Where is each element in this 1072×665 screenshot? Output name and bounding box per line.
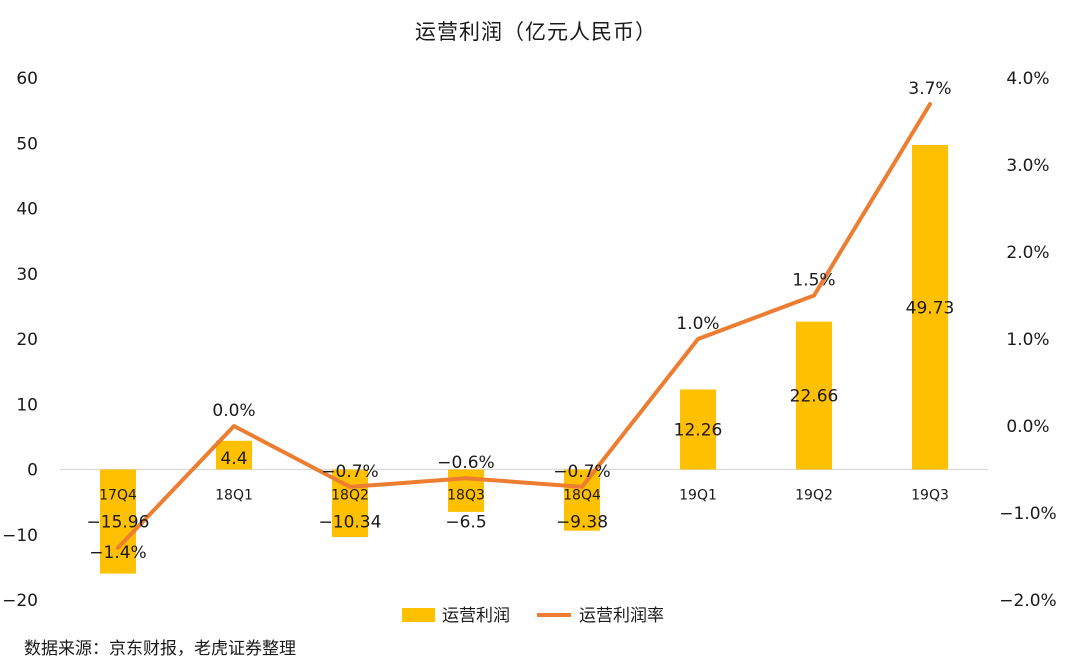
line-value-label: 3.7% [908, 79, 951, 99]
x-axis-labels: 17Q4 18Q1 18Q2 18Q3 18Q4 19Q1 19Q2 19Q3 [99, 488, 949, 504]
x-tick-label: 18Q1 [215, 488, 253, 504]
line-value-label: 1.5% [792, 271, 835, 291]
bar-value-label: −6.5 [445, 513, 486, 533]
bar-19Q1 [680, 389, 716, 470]
data-labels: −15.96 4.4 −10.34 −6.5 −9.38 12.26 22.66 49.73 −… [87, 79, 955, 563]
left-y-axis: 60 50 40 30 20 10 0 −10 −20 [2, 69, 38, 611]
x-tick-label: 17Q4 [99, 488, 137, 504]
x-tick-label: 19Q2 [795, 488, 833, 504]
left-tick-label: 50 [16, 134, 38, 154]
bar-value-label: 12.26 [674, 421, 723, 441]
left-tick-label: −10 [2, 526, 38, 546]
right-tick-label: 0.0% [1006, 417, 1049, 437]
right-tick-label: −1.0% [999, 504, 1056, 524]
legend-bar-swatch [402, 608, 435, 622]
bar-18Q1 [216, 440, 252, 470]
legend-bar-label: 运营利润 [442, 606, 510, 626]
left-tick-label: −20 [2, 591, 38, 611]
left-tick-label: 0 [27, 461, 38, 481]
bar-value-label: −9.38 [556, 513, 608, 533]
x-tick-label: 19Q3 [911, 488, 949, 504]
right-tick-label: 4.0% [1006, 69, 1049, 89]
bar-18Q4 [564, 469, 600, 531]
right-tick-label: 3.0% [1006, 156, 1049, 176]
line-value-label: −0.7% [553, 462, 610, 482]
line-value-label: −0.6% [437, 453, 494, 473]
bar-value-label: −10.34 [319, 513, 382, 533]
x-tick-label: 18Q4 [563, 488, 601, 504]
margin-line [116, 102, 932, 550]
legend-line-label: 运营利润率 [579, 606, 664, 626]
line-value-label: 1.0% [676, 314, 719, 334]
x-tick-label: 19Q1 [679, 488, 717, 504]
chart-title: 运营利润（亿元人民币） [415, 20, 657, 44]
line-value-label: 0.0% [212, 401, 255, 421]
bar-19Q3 [912, 145, 948, 470]
source-note: 数据来源：京东财报，老虎证券整理 [24, 639, 296, 659]
left-tick-label: 40 [16, 200, 38, 220]
left-tick-label: 10 [16, 395, 38, 415]
bar-value-label: −15.96 [87, 513, 150, 533]
bar-series [100, 145, 948, 574]
x-tick-label: 18Q3 [447, 488, 485, 504]
line-series [116, 102, 932, 550]
legend: 运营利润 运营利润率 [402, 606, 664, 626]
bar-19Q2 [796, 321, 832, 470]
bar-value-label: 4.4 [220, 449, 247, 469]
bar-17Q4 [100, 469, 136, 574]
bar-value-label: 22.66 [790, 387, 839, 407]
line-value-label: −0.7% [321, 462, 378, 482]
right-y-axis: 4.0% 3.0% 2.0% 1.0% 0.0% −1.0% −2.0% [999, 69, 1056, 611]
bar-value-label: 49.73 [906, 298, 955, 318]
left-tick-label: 20 [16, 330, 38, 350]
left-tick-label: 30 [16, 265, 38, 285]
right-tick-label: 2.0% [1006, 243, 1049, 263]
x-tick-label: 18Q2 [331, 488, 369, 504]
right-tick-label: −2.0% [999, 591, 1056, 611]
line-value-label: −1.4% [89, 543, 146, 563]
right-tick-label: 1.0% [1006, 330, 1049, 350]
left-tick-label: 60 [16, 69, 38, 89]
